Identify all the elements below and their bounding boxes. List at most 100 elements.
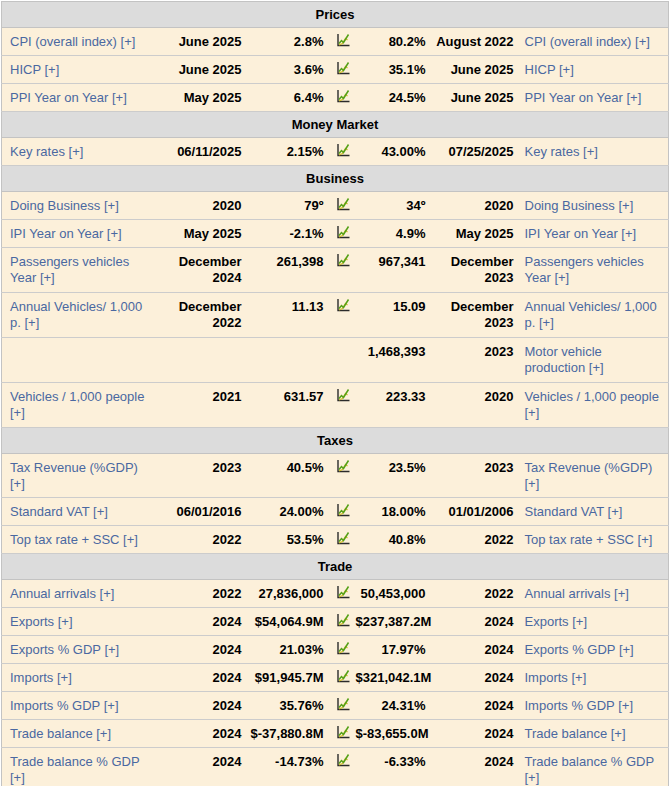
metric-link-left[interactable]: CPI (overall index) [+] bbox=[10, 34, 135, 49]
metric-link-right[interactable]: Annual arrivals [+] bbox=[525, 586, 629, 601]
metric-link-right[interactable]: PPI Year on Year [+] bbox=[525, 90, 642, 105]
metric-link-left[interactable]: Exports % GDP [+] bbox=[10, 642, 119, 657]
date-right: June 2025 bbox=[432, 84, 518, 112]
value-left: 2.15% bbox=[244, 138, 328, 166]
line-chart-icon[interactable] bbox=[335, 197, 351, 212]
metric-link-right[interactable]: Trade balance [+] bbox=[525, 726, 626, 741]
metric-link-left[interactable]: IPI Year on Year [+] bbox=[10, 226, 122, 241]
metric-link-left[interactable]: Imports % GDP [+] bbox=[10, 698, 119, 713]
metric-link-left[interactable]: Tax Revenue (%GDP) [+] bbox=[10, 460, 138, 491]
date-left: 06/11/2025 bbox=[152, 138, 244, 166]
date-right: 2024 bbox=[432, 748, 518, 786]
metric-link-left[interactable]: Exports [+] bbox=[10, 614, 73, 629]
table-row: Doing Business [+]202079º34º2020Doing Bu… bbox=[2, 192, 669, 220]
metric-link-right[interactable]: Key rates [+] bbox=[525, 144, 598, 159]
metric-link-right[interactable]: IPI Year on Year [+] bbox=[525, 226, 637, 241]
section-header-row: Business bbox=[2, 166, 669, 192]
line-chart-icon[interactable] bbox=[335, 143, 351, 158]
metric-cell-right: Doing Business [+] bbox=[518, 192, 669, 220]
metric-cell-left: CPI (overall index) [+] bbox=[2, 28, 152, 56]
date-left: 2024 bbox=[152, 692, 244, 720]
table-row: Imports [+]2024$91,945.7M$321,042.1M2024… bbox=[2, 664, 669, 692]
metric-link-right[interactable]: Exports [+] bbox=[525, 614, 588, 629]
metric-link-right[interactable]: Standard VAT [+] bbox=[525, 504, 623, 519]
chart-icon-cell bbox=[328, 636, 354, 664]
line-chart-icon[interactable] bbox=[335, 669, 351, 684]
date-left: 2021 bbox=[152, 383, 244, 428]
date-right: 2020 bbox=[432, 383, 518, 428]
line-chart-icon[interactable] bbox=[335, 531, 351, 546]
metric-link-left[interactable]: Annual Vehicles/ 1,000 p. [+] bbox=[10, 299, 142, 330]
metric-link-left[interactable]: Vehicles / 1,000 people [+] bbox=[10, 389, 144, 420]
metric-cell-right: Key rates [+] bbox=[518, 138, 669, 166]
line-chart-icon[interactable] bbox=[335, 459, 351, 474]
metric-link-right[interactable]: Exports % GDP [+] bbox=[525, 642, 634, 657]
metric-link-right[interactable]: Imports % GDP [+] bbox=[525, 698, 634, 713]
metric-link-right[interactable]: Motor vehicle production [+] bbox=[525, 344, 604, 375]
line-chart-icon[interactable] bbox=[335, 225, 351, 240]
value-right: 24.5% bbox=[354, 84, 432, 112]
metric-link-right[interactable]: Tax Revenue (%GDP) [+] bbox=[525, 460, 653, 491]
date-right: 2024 bbox=[432, 720, 518, 748]
metric-link-right[interactable]: HICP [+] bbox=[525, 62, 574, 77]
chart-icon-cell bbox=[328, 248, 354, 293]
value-left: 261,398 bbox=[244, 248, 328, 293]
metric-link-left[interactable]: HICP [+] bbox=[10, 62, 59, 77]
chart-icon-cell bbox=[328, 526, 354, 554]
date-right: December 2023 bbox=[432, 293, 518, 338]
line-chart-icon[interactable] bbox=[335, 753, 351, 768]
line-chart-icon[interactable] bbox=[335, 388, 351, 403]
metric-link-right[interactable]: Passengers vehicles Year [+] bbox=[525, 254, 644, 285]
date-right: June 2025 bbox=[432, 56, 518, 84]
value-right: $-83,655.0M bbox=[354, 720, 432, 748]
value-left: 2.8% bbox=[244, 28, 328, 56]
value-left: $54,064.9M bbox=[244, 608, 328, 636]
metric-link-right[interactable]: Trade balance % GDP [+] bbox=[525, 754, 654, 785]
metric-link-left[interactable]: PPI Year on Year [+] bbox=[10, 90, 127, 105]
value-right: 24.31% bbox=[354, 692, 432, 720]
metric-link-right[interactable]: Doing Business [+] bbox=[525, 198, 634, 213]
line-chart-icon[interactable] bbox=[335, 33, 351, 48]
chart-icon-cell bbox=[328, 748, 354, 786]
metric-cell-left: Trade balance [+] bbox=[2, 720, 152, 748]
metric-link-left[interactable]: Trade balance % GDP [+] bbox=[10, 754, 139, 785]
metric-link-left[interactable]: Standard VAT [+] bbox=[10, 504, 108, 519]
metric-link-left[interactable]: Annual arrivals [+] bbox=[10, 586, 114, 601]
metric-cell-left: Doing Business [+] bbox=[2, 192, 152, 220]
metric-link-right[interactable]: Imports [+] bbox=[525, 670, 587, 685]
value-right: 17.97% bbox=[354, 636, 432, 664]
date-left: 06/01/2016 bbox=[152, 498, 244, 526]
metric-cell-left: Trade balance % GDP [+] bbox=[2, 748, 152, 786]
date-left: 2024 bbox=[152, 748, 244, 786]
section-title: Prices bbox=[2, 2, 669, 28]
value-right: 1,468,393 bbox=[354, 338, 432, 383]
metric-link-right[interactable]: Top tax rate + SSC [+] bbox=[525, 532, 653, 547]
line-chart-icon[interactable] bbox=[335, 641, 351, 656]
metric-link-left[interactable]: Trade balance [+] bbox=[10, 726, 111, 741]
value-left: 24.00% bbox=[244, 498, 328, 526]
metric-link-right[interactable]: CPI (overall index) [+] bbox=[525, 34, 650, 49]
metric-link-left[interactable]: Passengers vehicles Year [+] bbox=[10, 254, 129, 285]
line-chart-icon[interactable] bbox=[335, 89, 351, 104]
metric-link-left[interactable]: Doing Business [+] bbox=[10, 198, 119, 213]
value-left: 3.6% bbox=[244, 56, 328, 84]
chart-icon-cell bbox=[328, 338, 354, 383]
line-chart-icon[interactable] bbox=[335, 613, 351, 628]
line-chart-icon[interactable] bbox=[335, 585, 351, 600]
line-chart-icon[interactable] bbox=[335, 503, 351, 518]
line-chart-icon[interactable] bbox=[335, 725, 351, 740]
metric-link-left[interactable]: Top tax rate + SSC [+] bbox=[10, 532, 138, 547]
date-right: 2024 bbox=[432, 664, 518, 692]
section-title: Money Market bbox=[2, 112, 669, 138]
metric-link-right[interactable]: Vehicles / 1,000 people [+] bbox=[525, 389, 659, 420]
chart-icon-cell bbox=[328, 720, 354, 748]
metric-link-right[interactable]: Annual Vehicles/ 1,000 p. [+] bbox=[525, 299, 657, 330]
line-chart-icon[interactable] bbox=[335, 253, 351, 268]
value-right: -6.33% bbox=[354, 748, 432, 786]
metric-link-left[interactable]: Key rates [+] bbox=[10, 144, 83, 159]
metric-link-left[interactable]: Imports [+] bbox=[10, 670, 72, 685]
line-chart-icon[interactable] bbox=[335, 61, 351, 76]
line-chart-icon[interactable] bbox=[335, 697, 351, 712]
value-left: 11.13 bbox=[244, 293, 328, 338]
line-chart-icon[interactable] bbox=[335, 298, 351, 313]
